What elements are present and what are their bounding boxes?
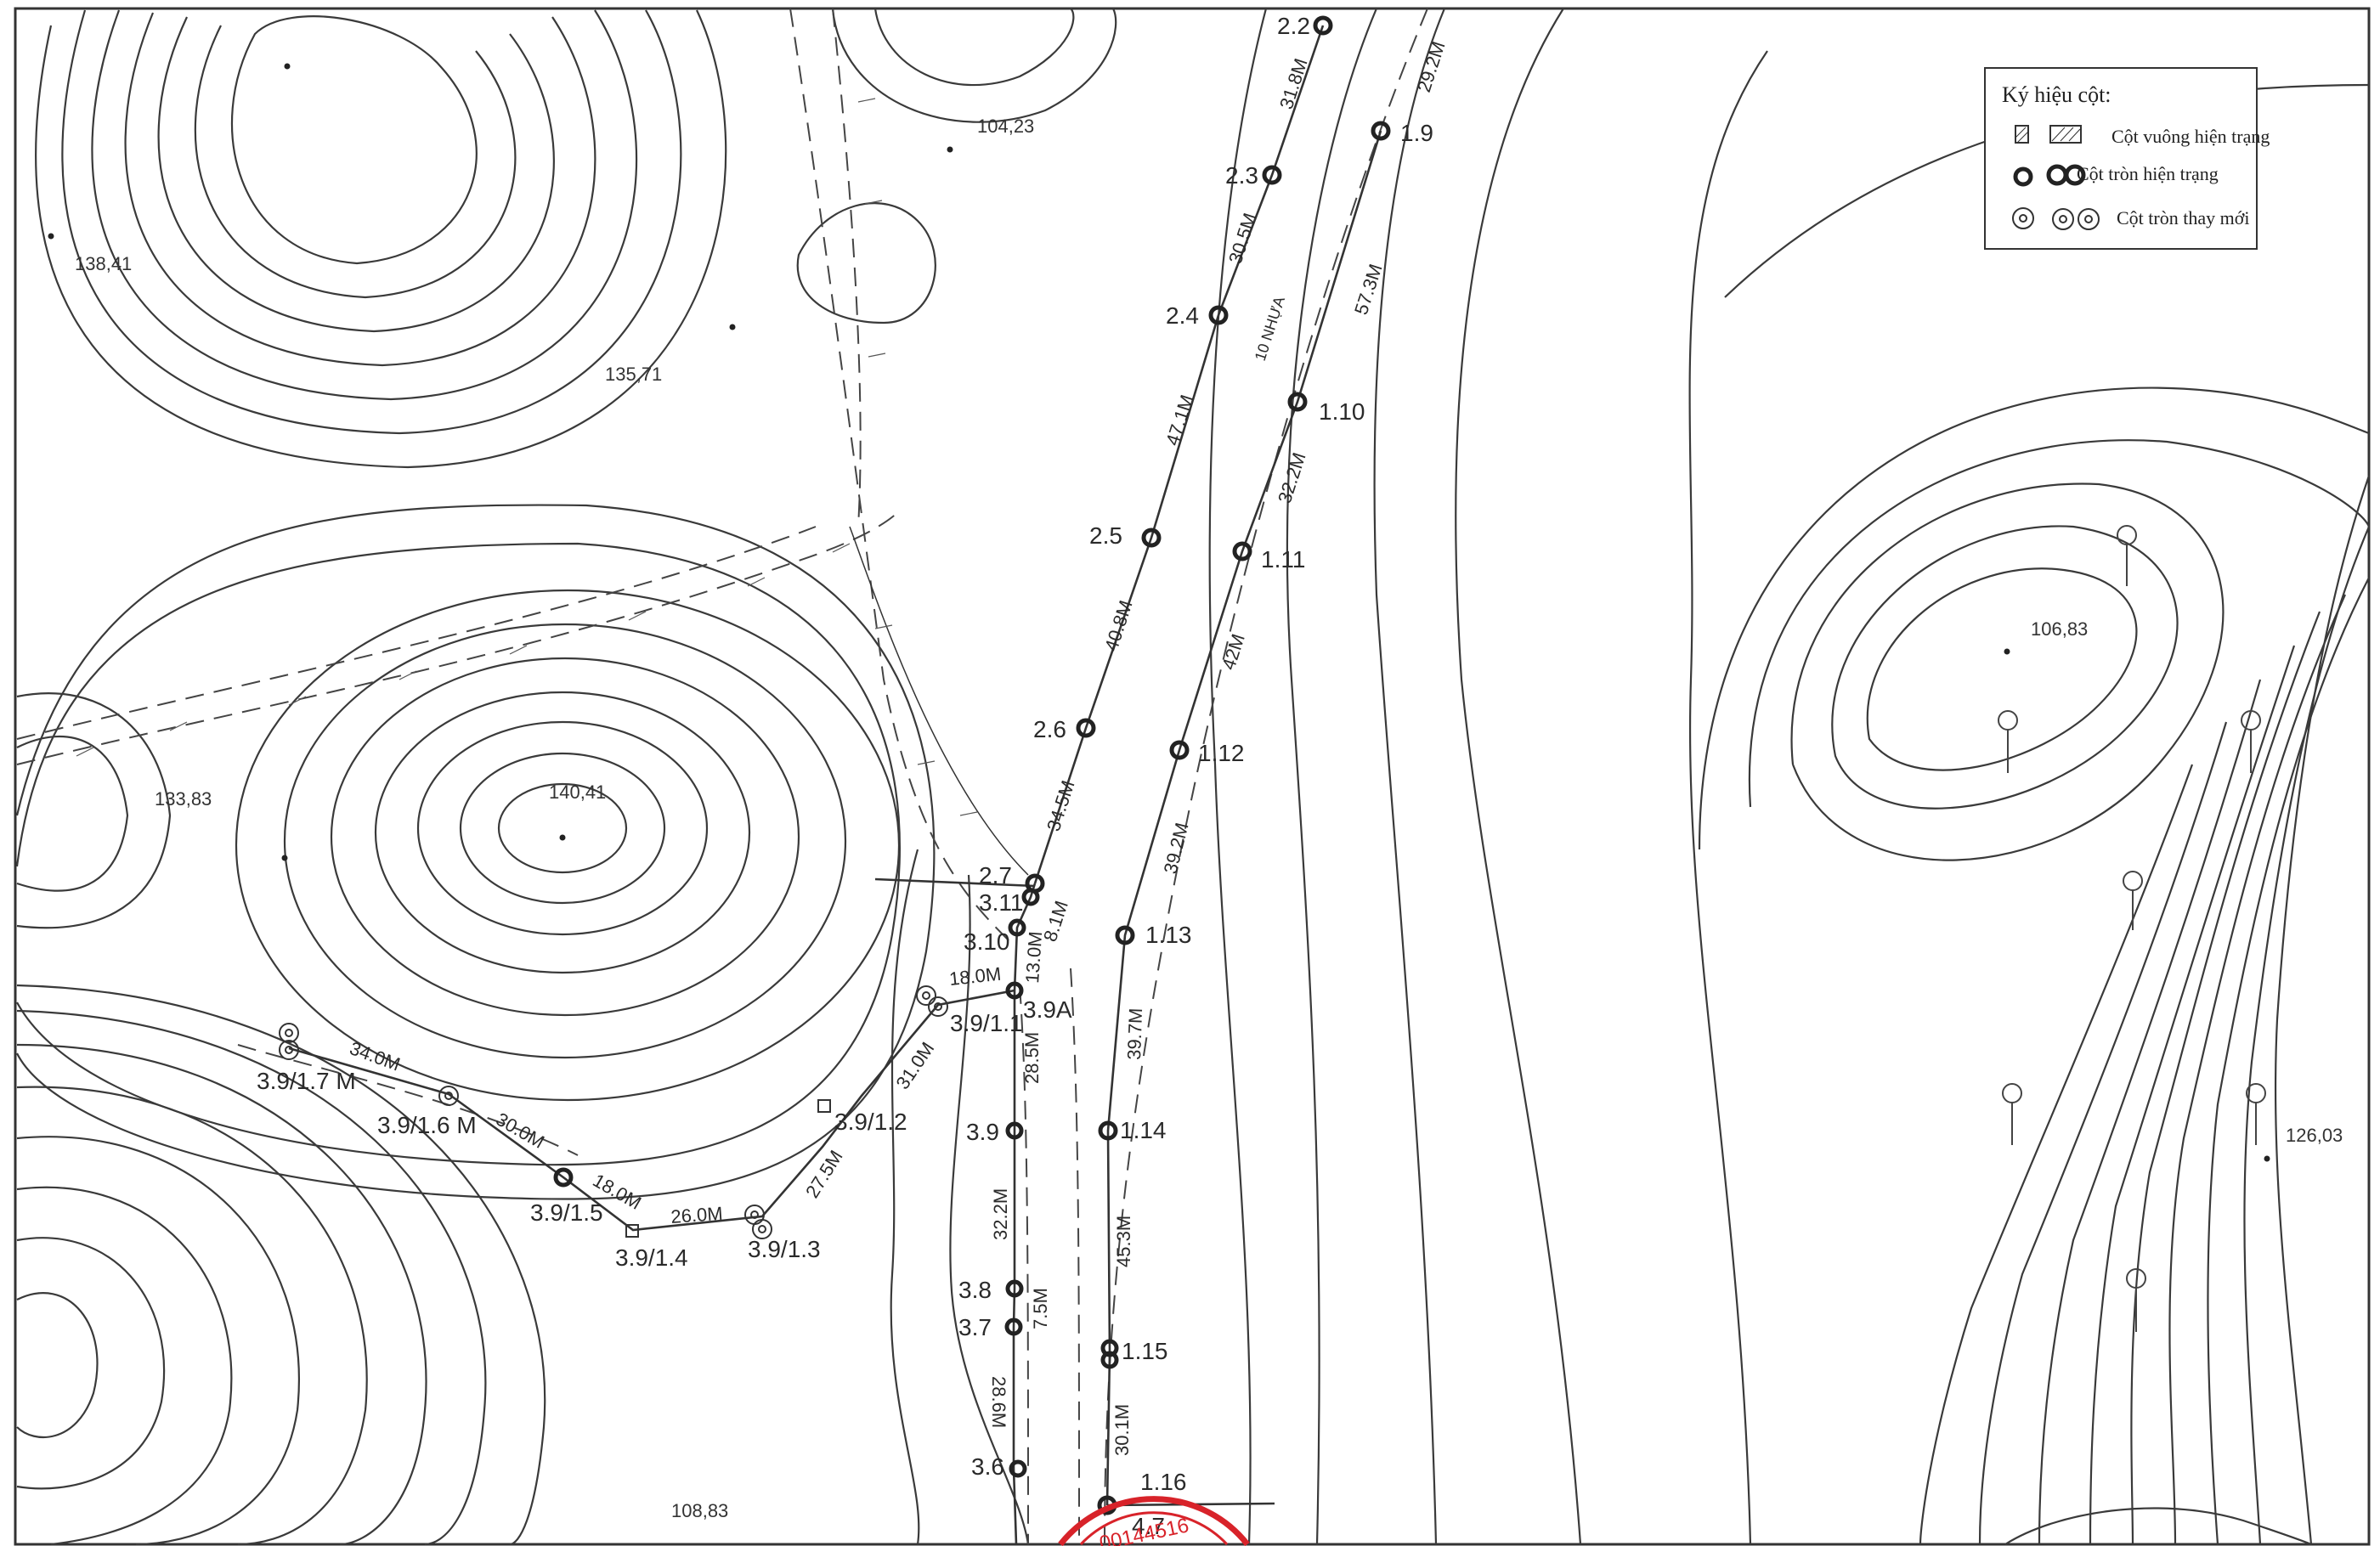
pole-label: 3.10 <box>964 928 1010 955</box>
span-label: 29.2M <box>1413 39 1450 95</box>
contour-lines <box>15 8 2371 1546</box>
pole-label: 3.9/1.5 <box>530 1199 603 1226</box>
legend-item-label: Cột tròn thay mới <box>2117 207 2249 229</box>
pole-label: 2.5 <box>1089 522 1122 549</box>
pole-label: 1.13 <box>1145 922 1192 948</box>
span-label: 31.0M <box>891 1038 938 1093</box>
legend-item-label: Cột tròn hiện trạng <box>2077 163 2219 184</box>
pole-label: 3.9/1.6 M <box>377 1112 477 1138</box>
span-label: 30.1M <box>1111 1404 1133 1456</box>
span-label: 34.5M <box>1043 778 1079 834</box>
span-label: 40.8M <box>1100 598 1137 654</box>
corridor-tick-marks <box>76 98 978 816</box>
pole-label: 1.12 <box>1198 740 1245 766</box>
elevation-labels: 104,23 138,41 135,71 133,83 140,41 106,8… <box>75 116 2343 1521</box>
pole-label: 3.9/1.1 <box>950 1010 1023 1036</box>
span-labels: 31.8M 30.5M 47.1M 40.8M 34.5M 8.1M 13.0M… <box>347 39 1449 1456</box>
span-label: 32.2M <box>990 1188 1011 1240</box>
pole-label: 2.2 <box>1277 13 1310 39</box>
span-label: 28.6M <box>988 1376 1009 1428</box>
pole-label: 1.14 <box>1120 1117 1167 1143</box>
span-label: 39.2M <box>1160 821 1193 876</box>
pole-label: 1.9 <box>1400 120 1433 146</box>
map-frame <box>14 7 2371 1546</box>
pole-label: 1.11 <box>1261 546 1305 573</box>
span-label: 32.2M <box>1274 450 1310 506</box>
pole-label: 3.9/1.2 <box>834 1109 907 1135</box>
span-label: 18.0M <box>948 963 1002 990</box>
pole-markers <box>279 15 2266 1515</box>
span-label: 27.5M <box>801 1147 847 1202</box>
elevation-label: 106,83 <box>2031 618 2088 640</box>
elevation-label: 140,41 <box>549 781 606 803</box>
pole-label: 3.9/1.3 <box>748 1236 821 1262</box>
span-label: 42M <box>1218 631 1249 672</box>
round-pole-icon <box>2013 164 2086 187</box>
elevation-label: 104,23 <box>977 116 1034 137</box>
pole-label: 1.15 <box>1122 1338 1168 1364</box>
span-label: 30.5M <box>1224 211 1261 267</box>
pole-label: 3.9A <box>1023 996 1072 1023</box>
pole-label: 3.7 <box>958 1314 992 1340</box>
pole-label: 1.16 <box>1140 1469 1187 1495</box>
elevation-points <box>48 63 2270 1162</box>
elevation-label: 126,03 <box>2286 1125 2343 1146</box>
official-stamp: 00144516 <box>1058 1496 1250 1546</box>
elevation-label: 135,71 <box>605 364 662 385</box>
legend-item-label: Cột vuông hiện trạng <box>2111 126 2270 147</box>
pole-label: 3.9 <box>966 1119 999 1145</box>
span-label: 31.8M <box>1275 56 1312 112</box>
legend-box <box>1984 67 2258 250</box>
pole-label: 3.11 <box>979 889 1023 916</box>
span-label: 28.5M <box>1021 1032 1043 1084</box>
pole-labels: 2.2 2.3 2.4 2.5 2.6 2.7 3.11 3.10 3.9A 3… <box>257 13 1433 1539</box>
pole-label: 4.7 <box>1132 1513 1165 1539</box>
pole-label: 2.6 <box>1033 716 1066 742</box>
span-label: 26.0M <box>670 1203 724 1227</box>
pole-label: 2.7 <box>979 862 1012 889</box>
road-lines <box>16 8 1428 1545</box>
pole-label: 2.3 <box>1225 162 1258 189</box>
span-label: 45.3M <box>1113 1216 1134 1267</box>
power-lines <box>288 25 1382 1545</box>
span-label: 7.5M <box>1030 1288 1051 1329</box>
elevation-label: 108,83 <box>671 1500 728 1521</box>
span-label: 13.0M <box>1021 931 1046 985</box>
square-pole-icon <box>2015 125 2082 144</box>
pole-label: 3.9/1.7 M <box>257 1068 356 1094</box>
legend: Ký hiệu cột: Cột vuông hiện trạng Cột tr… <box>1984 67 2270 250</box>
legend-title: Ký hiệu cột: <box>2002 82 2111 107</box>
annotation-label: 10 NHỰA <box>1252 294 1288 363</box>
pole-label: 3.6 <box>971 1453 1004 1480</box>
new-round-pole-icon <box>2012 207 2100 230</box>
span-label: 47.1M <box>1162 392 1198 449</box>
elevation-label: 133,83 <box>155 788 212 810</box>
pole-label: 3.9/1.4 <box>615 1244 688 1271</box>
pole-label: 1.10 <box>1319 398 1365 425</box>
pole-label: 3.8 <box>958 1277 992 1303</box>
span-label: 39.7M <box>1123 1007 1146 1060</box>
pole-label: 2.4 <box>1166 302 1199 329</box>
elevation-label: 138,41 <box>75 253 132 274</box>
